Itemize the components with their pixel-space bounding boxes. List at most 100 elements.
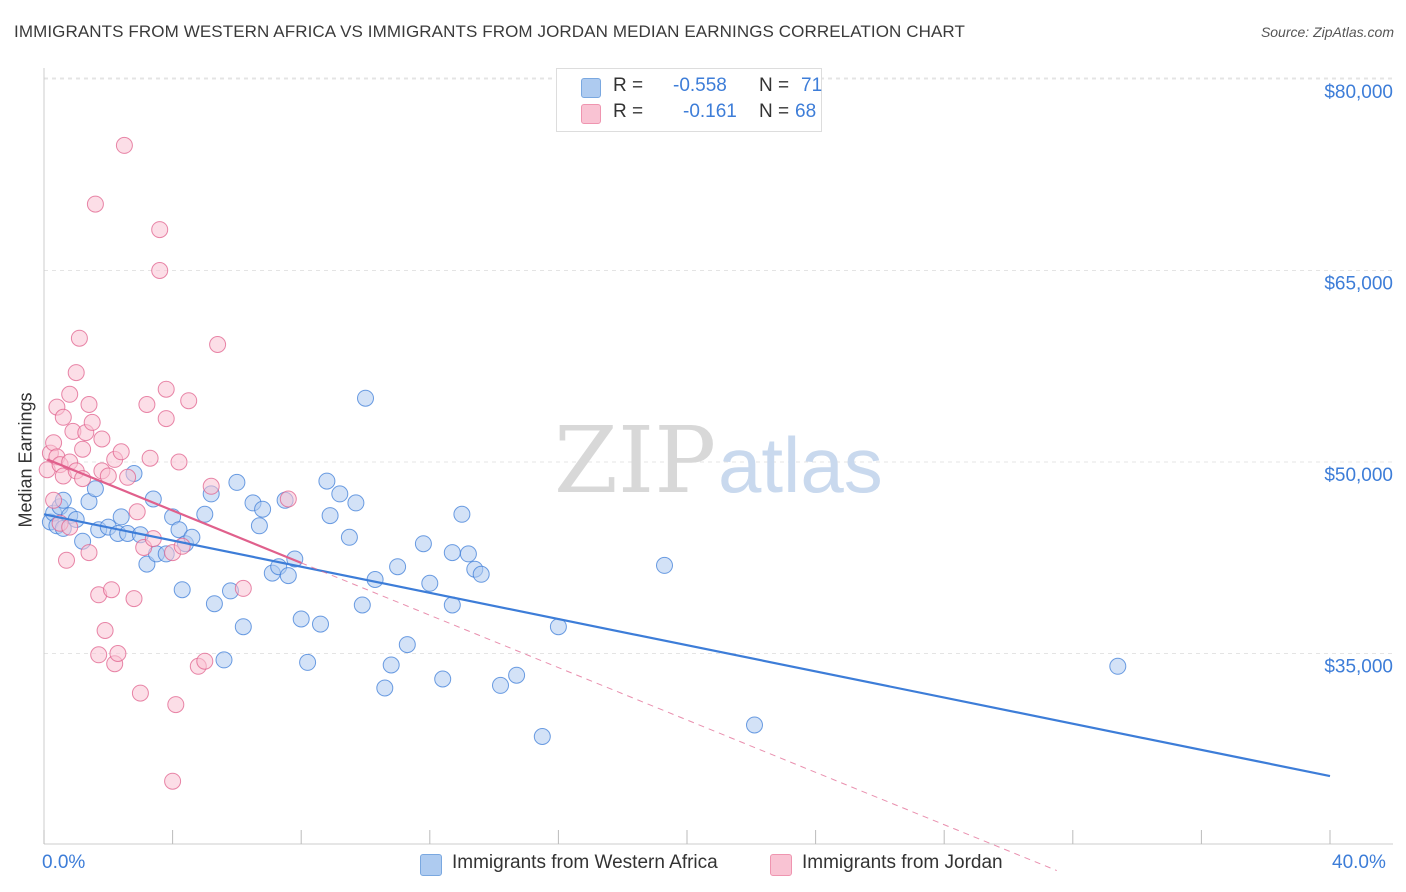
legend-swatch-blue — [581, 78, 601, 98]
data-point — [180, 392, 198, 410]
data-point — [228, 473, 246, 491]
data-point — [141, 449, 159, 467]
y-tick-label: $80,000 — [1324, 82, 1393, 103]
chart-title: IMMIGRANTS FROM WESTERN AFRICA VS IMMIGR… — [14, 22, 965, 41]
data-point — [340, 528, 358, 546]
data-point — [67, 364, 85, 382]
watermark-zip: ZIP — [554, 407, 716, 514]
legend-n-label: N = — [759, 101, 790, 122]
legend-swatch-pink — [581, 104, 601, 124]
data-point — [70, 329, 88, 347]
watermark-atlas: atlas — [718, 421, 883, 509]
bottom-legend-label: Immigrants from Jordan — [802, 852, 1003, 873]
data-point — [83, 413, 101, 431]
data-point — [421, 574, 439, 592]
data-point — [209, 336, 227, 353]
legend-r-value: -0.161 — [683, 101, 737, 122]
data-point — [321, 507, 339, 525]
data-point — [299, 653, 317, 671]
series-western-africa-points — [41, 389, 1127, 745]
data-point — [54, 408, 72, 426]
data-point — [61, 385, 79, 403]
data-point — [196, 652, 214, 670]
y-tick-label: $65,000 — [1324, 274, 1393, 295]
data-point — [112, 443, 130, 461]
data-point — [202, 477, 220, 495]
data-point — [45, 434, 63, 452]
data-point — [115, 136, 133, 154]
data-point — [80, 396, 98, 413]
data-point — [357, 389, 374, 407]
data-point — [250, 517, 268, 535]
data-point — [167, 696, 185, 714]
data-point — [157, 380, 175, 398]
legend-n-label: N = — [759, 75, 790, 96]
data-point — [472, 565, 490, 583]
y-axis-label: Median Earnings — [15, 392, 36, 528]
data-point — [234, 618, 252, 636]
grid-lines — [44, 77, 1393, 654]
data-point — [382, 656, 400, 674]
data-point — [389, 558, 407, 576]
y-tick-labels: $35,000 $50,000 $65,000 $80,000 — [1324, 82, 1393, 678]
legend-r-value: -0.558 — [673, 75, 727, 96]
data-point — [74, 440, 92, 458]
bottom-legend-swatch-pink — [770, 854, 792, 876]
data-point — [131, 684, 149, 702]
data-point — [170, 453, 188, 471]
data-point — [353, 596, 371, 614]
source-label: Source: ZipAtlas.com — [1260, 24, 1394, 40]
trend-line-extension — [301, 562, 1057, 871]
data-point — [414, 535, 432, 553]
data-point — [331, 485, 349, 503]
data-point — [96, 622, 114, 639]
data-point — [459, 545, 477, 563]
data-point — [443, 544, 461, 562]
x-axis-min-label: 0.0% — [42, 852, 86, 873]
data-point — [112, 508, 130, 526]
watermark: ZIP atlas — [554, 407, 883, 514]
data-point — [86, 480, 104, 498]
data-point — [376, 679, 394, 697]
data-point — [103, 581, 120, 599]
data-point — [125, 590, 143, 608]
data-point — [119, 468, 137, 486]
data-point — [215, 651, 233, 669]
data-point — [157, 410, 175, 428]
data-point — [508, 666, 526, 684]
trend-line — [46, 458, 302, 564]
data-point — [656, 556, 673, 574]
bottom-legend-label: Immigrants from Western Africa — [452, 852, 718, 873]
legend-n-value: 68 — [795, 101, 817, 122]
data-point — [279, 567, 297, 585]
data-point — [312, 615, 329, 633]
data-point — [90, 646, 108, 664]
data-point — [279, 490, 297, 508]
data-point — [205, 595, 223, 613]
trend-line — [43, 513, 1331, 778]
data-point — [86, 195, 104, 213]
data-point — [234, 579, 252, 597]
correlation-legend: R = -0.558 N = 71 R = -0.161 N = 68 — [556, 68, 822, 132]
y-tick-label: $50,000 — [1324, 465, 1393, 486]
data-point — [533, 728, 551, 745]
data-point — [292, 610, 310, 628]
data-point — [164, 772, 182, 790]
y-tick-label: $35,000 — [1324, 657, 1393, 678]
data-point — [138, 396, 156, 413]
data-point — [746, 716, 763, 734]
legend-r-label: R = — [613, 101, 644, 122]
x-axis-max-label: 40.0% — [1332, 852, 1386, 873]
trend-lines — [43, 458, 1331, 871]
data-point — [434, 670, 452, 688]
series-jordan-points — [38, 136, 297, 790]
data-point — [173, 581, 191, 599]
data-point — [1109, 657, 1127, 675]
data-point — [318, 472, 336, 490]
bottom-legend-swatch-blue — [420, 854, 442, 876]
data-point — [347, 494, 365, 512]
data-point — [398, 636, 416, 654]
data-point — [80, 544, 98, 562]
data-point — [254, 500, 272, 518]
